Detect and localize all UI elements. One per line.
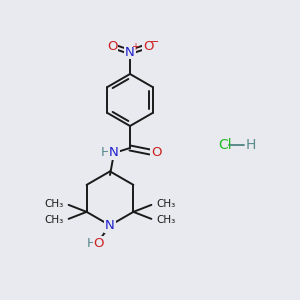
Text: +: + — [131, 42, 139, 52]
Text: H: H — [101, 146, 111, 160]
Text: CH₃: CH₃ — [156, 199, 176, 209]
Text: H: H — [246, 138, 256, 152]
Text: CH₃: CH₃ — [156, 215, 176, 225]
Text: N: N — [125, 46, 135, 59]
Text: H: H — [87, 237, 97, 250]
Text: O: O — [151, 146, 161, 158]
Text: CH₃: CH₃ — [44, 215, 64, 225]
Text: Cl: Cl — [218, 138, 232, 152]
Text: O: O — [94, 237, 104, 250]
Text: O: O — [107, 40, 117, 52]
Text: N: N — [105, 219, 115, 232]
Text: −: − — [150, 37, 160, 47]
Text: N: N — [109, 146, 119, 160]
Text: CH₃: CH₃ — [44, 199, 64, 209]
Text: O: O — [143, 40, 153, 52]
